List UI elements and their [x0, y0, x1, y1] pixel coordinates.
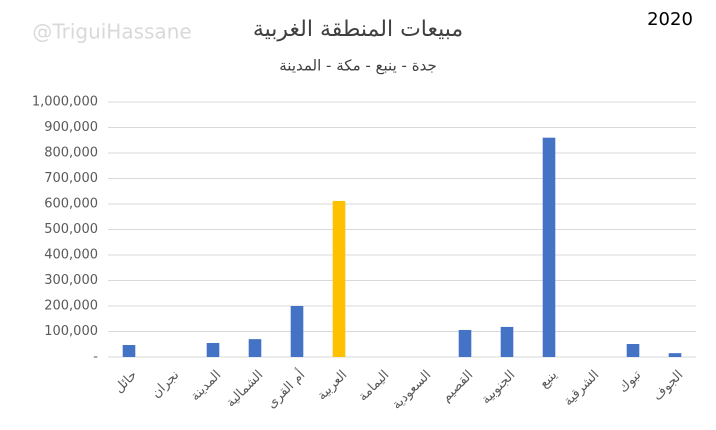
y-tick-label: 500,000 [44, 222, 98, 237]
x-tick-label: الشمالية [224, 368, 267, 411]
y-tick-label: 300,000 [44, 273, 98, 288]
x-tick-label: المدينة [188, 368, 224, 404]
bar [332, 200, 346, 357]
x-tick-label: تبوك [616, 367, 645, 396]
y-tick-label: - [93, 350, 98, 365]
y-tick-label: 200,000 [44, 299, 98, 314]
x-tick-label: القصيم [439, 368, 476, 405]
x-tick-label: الجوف [650, 368, 686, 404]
chart-subtitle: جدة - ينبع - مكة - المدينة [279, 57, 436, 75]
x-tick-label: الشرقية [561, 368, 602, 409]
y-tick-label: 400,000 [44, 248, 98, 263]
x-tick-label: الجنوبية [479, 368, 519, 408]
bar [122, 345, 136, 357]
y-tick-label: 800,000 [44, 146, 98, 161]
bar [542, 137, 556, 357]
x-tick-label: اليمامة [356, 368, 393, 405]
y-tick-label: 700,000 [44, 171, 98, 186]
y-tick-label: 900,000 [44, 120, 98, 135]
bar [206, 342, 220, 357]
y-tick-label: 100,000 [44, 324, 98, 339]
bar [458, 329, 472, 357]
bar [248, 339, 262, 357]
y-tick-label: 1,000,000 [32, 95, 98, 110]
bar [626, 343, 640, 357]
watermark: @TriguiHassane [32, 20, 191, 44]
bar [668, 353, 682, 357]
x-tick-label: العربية [315, 368, 351, 404]
bar [290, 306, 304, 357]
chart-title: مبيعات المنطقة الغربية [253, 17, 463, 42]
x-tick-label: نجران [149, 368, 182, 401]
year-label: 2020 [647, 9, 693, 30]
x-tick-label: حائل [112, 368, 141, 397]
x-tick-label: أم القرى [263, 366, 308, 411]
y-tick-label: 600,000 [44, 197, 98, 212]
x-tick-label: ينبع [537, 367, 561, 391]
bar [500, 326, 514, 357]
x-tick-label: السعودية [389, 368, 434, 413]
